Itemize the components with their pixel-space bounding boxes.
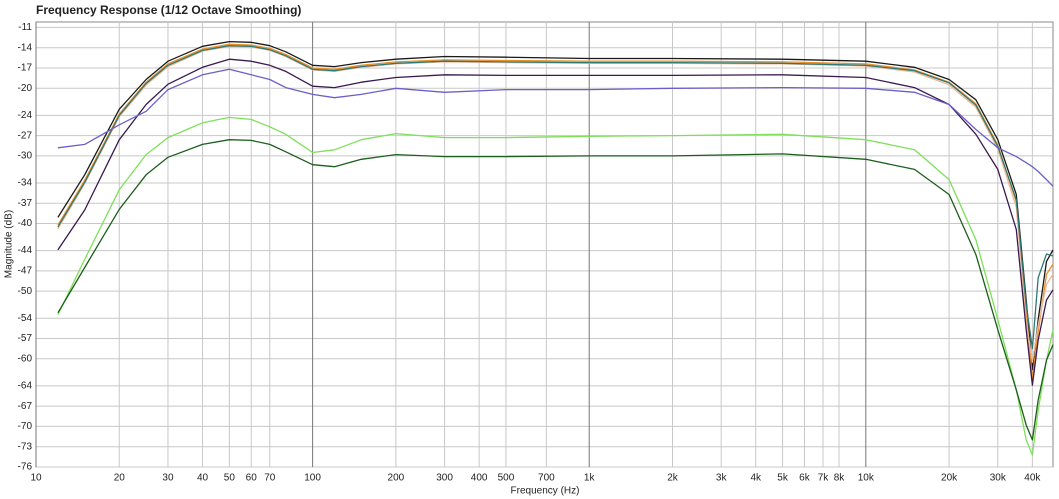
x-tick-label: 20k: [941, 473, 958, 484]
x-tick-label: 6k: [799, 473, 811, 484]
series-line: [57, 58, 1054, 386]
x-tick-label: 30: [162, 473, 174, 484]
x-tick-label: 700: [538, 473, 555, 484]
series-line: [57, 45, 1054, 350]
series-line: [57, 139, 1054, 441]
x-tick-label: 50: [224, 473, 236, 484]
x-axis-label: Frequency (Hz): [511, 486, 580, 497]
x-tick-label: 400: [471, 473, 488, 484]
y-axis-label: Magnitude (dB): [4, 210, 15, 278]
y-tick-label: -11: [18, 22, 32, 33]
x-tick-label: 3k: [716, 473, 728, 484]
y-tick-label: -64: [18, 380, 33, 391]
y-tick-label: -73: [18, 441, 33, 452]
x-tick-label: 200: [388, 473, 405, 484]
x-tick-label: 70: [264, 473, 276, 484]
x-tick-label: 60: [246, 473, 258, 484]
x-tick-label: 7k: [818, 473, 830, 484]
series-line: [57, 116, 1054, 456]
y-tick-label: -60: [18, 353, 33, 364]
x-tick-label: 10k: [858, 473, 875, 484]
y-tick-label: -40: [18, 218, 33, 229]
x-tick-label: 4k: [750, 473, 762, 484]
y-tick-label: -30: [18, 151, 33, 162]
x-tick-label: 30k: [990, 473, 1007, 484]
x-tick-label: 1k: [584, 473, 596, 484]
x-tick-label: 40: [197, 473, 209, 484]
x-tick-label: 300: [436, 473, 453, 484]
y-tick-label: -24: [18, 110, 33, 121]
chart-title: Frequency Response (1/12 Octave Smoothin…: [36, 3, 301, 17]
plot-area: [35, 21, 1054, 468]
y-tick-label: -76: [18, 462, 33, 473]
y-tick-label: -67: [18, 401, 33, 412]
y-tick-label: -37: [18, 198, 33, 209]
y-tick-label: -14: [18, 42, 33, 53]
y-tick-label: -44: [18, 245, 33, 256]
x-tick-label: 40k: [1024, 473, 1041, 484]
x-tick-label: 5k: [777, 473, 789, 484]
y-tick-label: -27: [18, 130, 33, 141]
y-tick-label: -20: [18, 83, 33, 94]
x-tick-label: 8k: [834, 473, 846, 484]
series-line: [57, 45, 1054, 363]
series-line: [57, 68, 1054, 187]
y-tick-label: -50: [18, 286, 33, 297]
y-tick-label: -54: [18, 313, 33, 324]
x-tick-label: 2k: [667, 473, 679, 484]
y-tick-label: -34: [18, 178, 33, 189]
x-tick-label: 10: [30, 473, 42, 484]
y-tick-label: -47: [18, 266, 33, 277]
x-tick-label: 500: [498, 473, 515, 484]
x-tick-label: 20: [114, 473, 126, 484]
y-tick-label: -17: [18, 63, 33, 74]
y-tick-label: -70: [18, 421, 33, 432]
x-tick-label: 100: [304, 473, 321, 484]
y-tick-label: -57: [18, 333, 33, 344]
